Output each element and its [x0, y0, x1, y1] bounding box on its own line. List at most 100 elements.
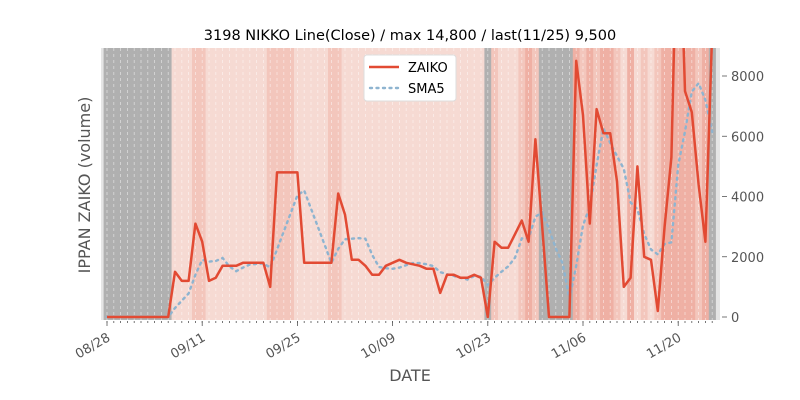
y-tick-label: 2000 — [731, 251, 764, 266]
day-band — [600, 48, 608, 320]
x-axis-label: DATE — [389, 366, 431, 385]
day-band — [158, 48, 166, 320]
day-band — [212, 48, 220, 320]
zaiko-line — [107, 48, 713, 319]
day-band — [586, 48, 594, 320]
day-band — [559, 48, 567, 320]
x-tick-label: 08/28 — [73, 330, 113, 362]
day-band — [280, 48, 288, 320]
chart-title: 3198 NIKKO Line(Close) / max 14,800 / la… — [204, 28, 616, 44]
day-band — [144, 48, 152, 320]
day-band — [300, 48, 308, 320]
day-band — [708, 48, 716, 320]
day-band — [511, 48, 519, 320]
y-tick-label: 0 — [731, 311, 739, 326]
day-band — [457, 48, 465, 320]
day-band — [171, 48, 179, 320]
day-band — [287, 48, 295, 320]
day-band — [491, 48, 499, 320]
day-band — [362, 48, 370, 320]
day-band — [334, 48, 342, 320]
day-band — [702, 48, 710, 320]
day-band — [198, 48, 206, 320]
x-tick-label: 10/23 — [454, 330, 494, 362]
day-band — [443, 48, 451, 320]
day-band — [464, 48, 472, 320]
day-band — [620, 48, 628, 320]
legend-sma5-label: SMA5 — [408, 82, 445, 97]
day-band — [654, 48, 662, 320]
day-band — [382, 48, 390, 320]
legend-zaiko-label: ZAIKO — [408, 61, 448, 76]
x-tick-label: 09/11 — [168, 330, 208, 362]
day-band — [164, 48, 172, 320]
day-band — [246, 48, 254, 320]
day-band — [110, 48, 118, 320]
day-band — [137, 48, 145, 320]
y-tick-label: 8000 — [731, 70, 764, 85]
day-band — [647, 48, 655, 320]
day-band — [606, 48, 614, 320]
x-tick-label: 10/09 — [359, 330, 399, 362]
day-band — [219, 48, 227, 320]
day-band — [151, 48, 159, 320]
day-band — [470, 48, 478, 320]
day-band — [532, 48, 540, 320]
day-band — [668, 48, 676, 320]
day-band — [192, 48, 200, 320]
day-band — [226, 48, 234, 320]
legend: ZAIKO SMA5 — [363, 54, 457, 102]
day-band — [436, 48, 444, 320]
day-band — [253, 48, 261, 320]
day-band — [185, 48, 193, 320]
day-band — [348, 48, 356, 320]
day-band — [409, 48, 417, 320]
x-tick-label: 11/20 — [644, 330, 684, 362]
day-band — [130, 48, 138, 320]
x-axis: 08/28 09/11 09/25 10/09 10/23 11/06 11/20 — [73, 321, 713, 362]
day-band — [260, 48, 268, 320]
day-band — [178, 48, 186, 320]
y-axis: 0 2000 4000 6000 8000 — [722, 70, 764, 326]
day-band — [681, 48, 689, 320]
day-band — [545, 48, 553, 320]
day-band — [416, 48, 424, 320]
day-band — [117, 48, 125, 320]
day-band — [674, 48, 682, 320]
day-band — [402, 48, 410, 320]
day-band — [430, 48, 438, 320]
day-band — [314, 48, 322, 320]
day-band — [498, 48, 506, 320]
day-band — [593, 48, 601, 320]
x-tick-label: 09/25 — [263, 330, 303, 362]
day-band — [341, 48, 349, 320]
day-band — [538, 48, 546, 320]
y-tick-label: 6000 — [731, 130, 764, 145]
day-band — [477, 48, 485, 320]
day-band — [661, 48, 669, 320]
y-tick-label: 4000 — [731, 191, 764, 206]
day-band — [579, 48, 587, 320]
day-band — [389, 48, 397, 320]
y-axis-label: IPPAN ZAIKO (volume) — [75, 97, 94, 274]
day-band — [518, 48, 526, 320]
day-band — [307, 48, 315, 320]
day-band — [375, 48, 383, 320]
day-band — [124, 48, 132, 320]
day-band — [423, 48, 431, 320]
day-band — [566, 48, 574, 320]
day-band — [328, 48, 336, 320]
day-band — [640, 48, 648, 320]
day-band — [205, 48, 213, 320]
day-band — [450, 48, 458, 320]
day-band — [239, 48, 247, 320]
x-tick-label: 11/06 — [549, 330, 589, 362]
day-band — [504, 48, 512, 320]
day-band — [396, 48, 404, 320]
day-band — [266, 48, 274, 320]
day-band — [321, 48, 329, 320]
day-band — [355, 48, 363, 320]
day-band — [688, 48, 696, 320]
day-band — [627, 48, 635, 320]
